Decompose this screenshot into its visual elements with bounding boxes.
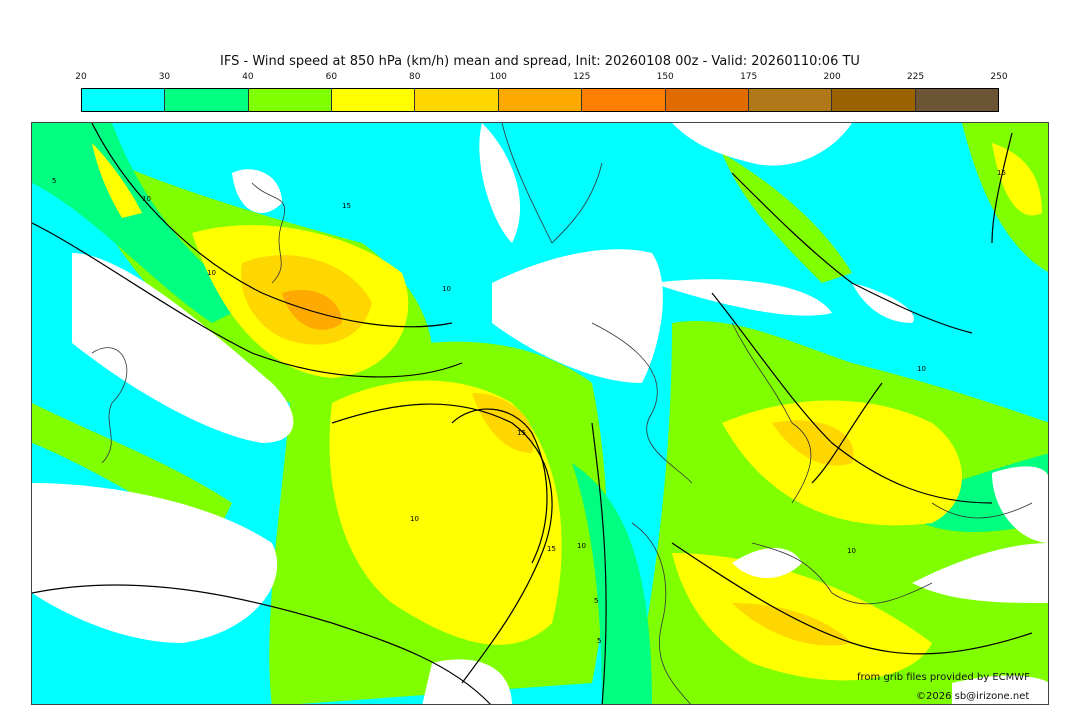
legend-ticks: 20 30 40 60 80 100 125 150 175 200 225 2… xyxy=(75,72,1007,84)
contour-label: 10 xyxy=(917,365,926,373)
legend-tick: 100 xyxy=(489,72,507,82)
contour-label: 10 xyxy=(847,547,856,555)
contour-label: 15 xyxy=(547,545,556,553)
legend-color-swatch xyxy=(498,89,583,111)
contour-label: 5 xyxy=(52,177,56,185)
legend-color-swatch xyxy=(832,89,916,111)
chart-title: IFS - Wind speed at 850 hPa (km/h) mean … xyxy=(220,54,860,69)
contour-label: 10 xyxy=(577,542,586,550)
contour-label: 10 xyxy=(142,195,151,203)
legend-tick: 225 xyxy=(906,72,925,82)
color-legend-bar xyxy=(81,88,999,112)
contour-label: 5 xyxy=(597,637,601,645)
copyright-credit: ©2026 sb@irizone.net xyxy=(916,691,1030,702)
contour-label: 5 xyxy=(594,597,598,605)
legend-tick: 125 xyxy=(573,72,591,82)
contour-label: 10 xyxy=(442,285,451,293)
contour-label: 15 xyxy=(342,202,351,210)
legend-color-swatch xyxy=(332,89,416,111)
legend-color-swatch xyxy=(748,89,833,111)
legend-color-swatch xyxy=(82,89,166,111)
spread-contours xyxy=(32,123,1033,704)
legend-tick: 150 xyxy=(656,72,674,82)
contour-label: 15 xyxy=(517,429,526,437)
contour-label: 10 xyxy=(410,515,419,523)
wind-speed-map: 5 10 15 10 10 15 10 5 10 15 10 10 15 5 xyxy=(31,122,1049,705)
legend-tick: 80 xyxy=(409,72,421,82)
coastlines xyxy=(91,123,1033,704)
wind-100-125-areas xyxy=(282,289,342,330)
legend-tick: 40 xyxy=(242,72,254,82)
calm-areas xyxy=(32,123,1048,704)
legend-tick: 30 xyxy=(158,72,171,82)
legend-color-swatch xyxy=(915,89,998,111)
legend-color-swatch xyxy=(582,89,666,111)
legend-color-swatch xyxy=(415,89,499,111)
map-canvas: 5 10 15 10 10 15 10 5 10 15 10 10 15 5 xyxy=(32,123,1048,704)
legend-tick: 250 xyxy=(990,72,1008,82)
legend-color-swatch xyxy=(665,89,749,111)
contour-label: 10 xyxy=(207,269,216,277)
legend-color-swatch xyxy=(165,89,249,111)
legend-tick: 20 xyxy=(75,72,87,82)
data-source-credit: from grib files provided by ECMWF xyxy=(857,672,1030,683)
legend-color-swatch xyxy=(248,89,333,111)
legend-tick: 60 xyxy=(325,72,338,82)
contour-labels: 5 10 15 10 10 15 10 5 10 15 10 10 15 5 xyxy=(52,169,1006,645)
legend-tick: 175 xyxy=(740,72,758,82)
legend-tick: 200 xyxy=(823,72,841,82)
contour-label: 15 xyxy=(997,169,1006,177)
